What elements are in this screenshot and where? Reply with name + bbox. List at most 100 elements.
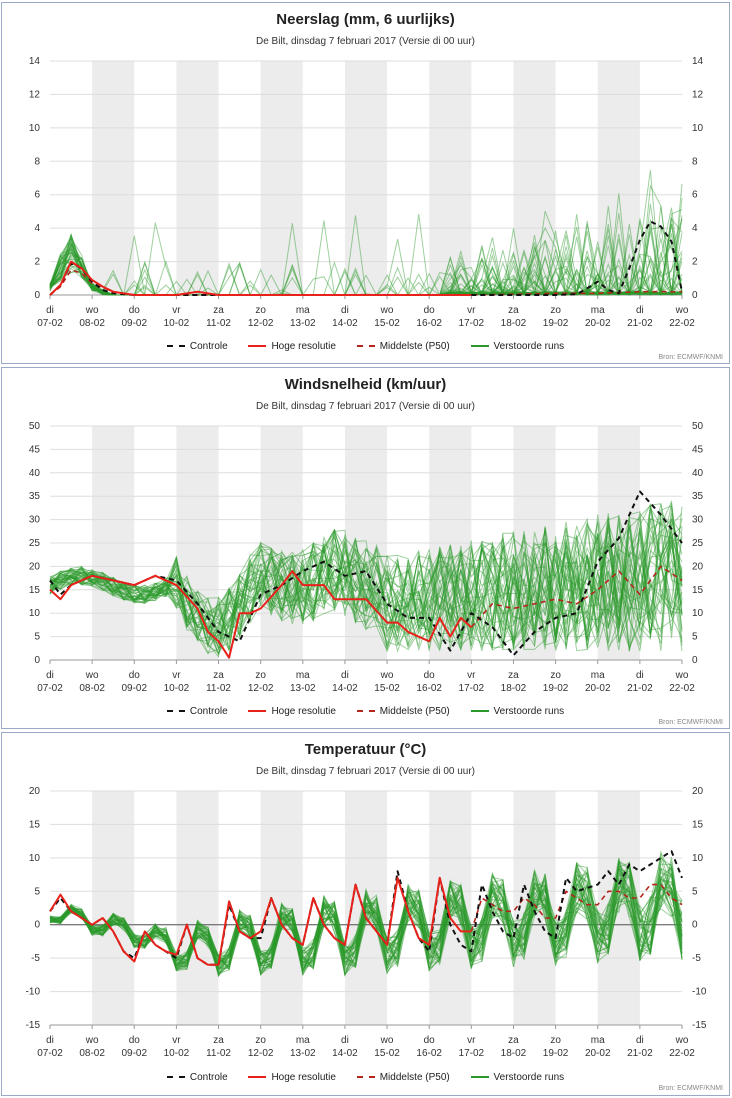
x-tick-day: wo [675,305,689,316]
x-tick-day: do [129,670,141,681]
x-tick-date: 15-02 [374,1048,400,1059]
chart-subtitle: De Bilt, dinsdag 7 februari 2017 (Versie… [255,401,475,412]
day-band [176,61,219,295]
x-tick-date: 12-02 [248,683,274,694]
y-tick-label-right: 35 [692,491,704,502]
ensemble-line [49,517,683,647]
ensemble-line [49,513,683,654]
day-band [597,61,640,295]
x-tick-day: di [636,305,644,316]
ensemble-line [49,878,683,970]
ensemble-line [49,502,683,651]
ensemble-line [49,499,683,650]
y-tick-label-right: 20 [692,786,704,797]
ensemble-line [49,528,683,651]
y-tick-label-left: 6 [34,190,40,201]
x-tick-day: di [341,670,349,681]
x-tick-day: ma [296,670,310,681]
y-tick-label-left: 15 [29,585,41,596]
legend-ensemble: Verstoorde runs [470,1072,564,1083]
x-tick-day: di [341,1035,349,1046]
y-tick-label-left: 15 [29,819,41,830]
ensemble-line [49,860,683,977]
x-tick-date: 18-02 [501,318,527,329]
x-tick-date: 17-02 [459,1048,485,1059]
x-tick-day: vr [467,670,476,681]
y-tick-label-right: 50 [692,421,704,432]
x-tick-date: 11-02 [206,683,231,694]
x-tick-day: di [46,305,54,316]
x-tick-day: di [46,670,54,681]
x-tick-date: 08-02 [79,683,105,694]
y-tick-label-right: 10 [692,608,704,619]
day-band [92,791,135,1025]
ensemble-line [49,515,683,658]
ensemble-line [49,516,683,651]
x-tick-date: 21-02 [627,1048,653,1059]
source-label: Bron: ECMWF/KNMI [658,1085,723,1092]
x-tick-date: 18-02 [501,683,527,694]
y-tick-label-right: 4 [692,223,698,234]
x-tick-day: do [424,305,436,316]
ensemble-line [49,869,683,977]
y-tick-label-right: 8 [692,156,698,167]
x-tick-day: za [508,1035,519,1046]
day-band [176,791,219,1025]
ensemble-line [49,864,683,966]
temperature-panel: Temperatuur (°C) De Bilt, dinsdag 7 febr… [1,732,730,1096]
day-band [429,791,472,1025]
high-resolution-line [49,876,472,966]
x-tick-day: wo [85,670,99,681]
y-tick-label-right: 15 [692,819,704,830]
x-tick-date: 13-02 [290,318,316,329]
y-tick-label-right: -10 [692,987,707,998]
x-tick-day: ma [591,305,605,316]
ensemble-line [49,506,683,646]
x-tick-day: wo [380,1035,394,1046]
ensemble-line [49,513,683,652]
y-tick-label-left: 30 [29,515,41,526]
x-tick-day: do [424,670,436,681]
ensemble-line [49,861,683,972]
y-tick-label-right: -5 [692,953,701,964]
y-tick-label-right: 5 [692,632,698,643]
ensemble-line [49,861,683,975]
x-tick-date: 10-02 [164,683,190,694]
x-tick-date: 11-02 [206,1048,231,1059]
precipitation-chart: 0 0 2 2 4 4 6 6 8 8 10 10 12 12 14 14 di 07-02 wo 08-02 do 09… [29,56,704,329]
y-tick-label-left: 50 [29,421,41,432]
ensemble-line [49,850,683,976]
legend-median: Middelste (P50) [356,341,450,352]
chart-legend: Controle Hoge resolutie Middelste (P50) … [2,1072,729,1083]
x-tick-date: 07-02 [37,1048,63,1059]
ensemble-line [49,518,683,656]
ensemble-line [49,861,683,975]
ensemble-line [49,862,683,969]
x-tick-date: 18-02 [501,1048,527,1059]
x-tick-date: 16-02 [416,1048,442,1059]
x-tick-day: ma [296,1035,310,1046]
y-tick-label-left: 45 [29,444,41,455]
ensemble-line [49,863,683,977]
x-tick-day: vr [172,670,181,681]
ensemble-line [49,862,683,975]
ensemble-line [49,520,683,648]
x-tick-date: 22-02 [669,1048,695,1059]
ensemble-line [49,861,683,974]
chart-title: Windsnelheid (km/uur) [284,376,447,393]
x-tick-date: 09-02 [121,318,147,329]
y-tick-label-left: -5 [31,953,40,964]
x-tick-day: zo [550,305,561,316]
x-tick-day: do [129,305,141,316]
median-line [470,883,683,932]
x-tick-day: do [424,1035,436,1046]
x-tick-date: 20-02 [585,318,611,329]
y-tick-label-left: 10 [29,123,41,134]
y-tick-label-right: 12 [692,89,704,100]
y-tick-label-left: 10 [29,608,41,619]
x-tick-day: vr [172,1035,181,1046]
ensemble-line [49,864,683,972]
wind-panel: Windsnelheid (km/uur) De Bilt, dinsdag 7… [1,367,730,729]
x-tick-day: zo [255,305,266,316]
ensemble-line [49,511,683,650]
